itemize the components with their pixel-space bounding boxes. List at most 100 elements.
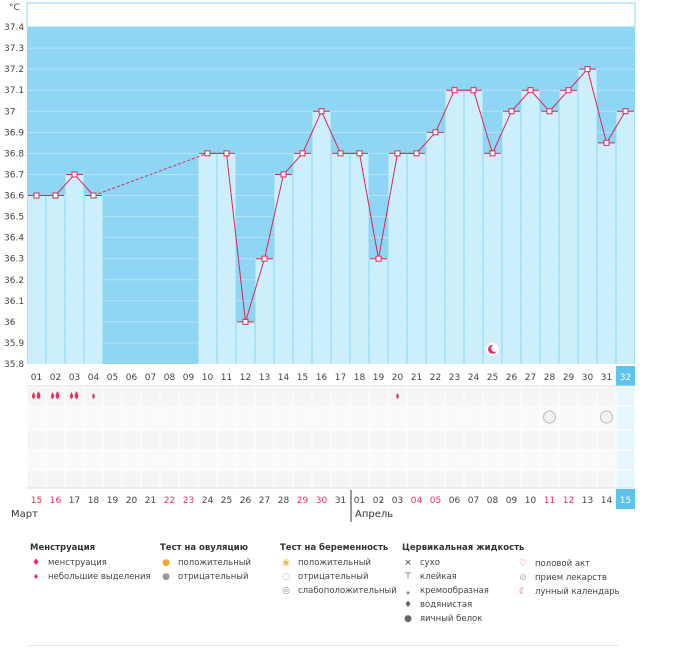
cycle-day-label: 08 <box>164 373 176 383</box>
marker-cell <box>463 469 484 489</box>
marker-cell <box>45 429 66 451</box>
marker-cell <box>463 449 484 471</box>
temperature-line-segment <box>568 68 588 91</box>
marker-cell <box>311 386 332 407</box>
date-label: 23 <box>183 496 194 506</box>
marker-cell <box>425 449 446 471</box>
date-label: 21 <box>145 496 156 506</box>
date-label: 28 <box>278 496 290 506</box>
marker-cell <box>235 386 256 407</box>
temperature-point <box>337 150 344 157</box>
marker-cell <box>539 386 560 407</box>
temperature-bar <box>46 195 65 364</box>
cycle-day-label: 03 <box>69 373 80 383</box>
cycle-day-label: 15 <box>297 373 308 383</box>
y-tick-label: 36.8 <box>4 149 24 159</box>
marker-cell <box>197 429 218 451</box>
y-tick-label: 36.5 <box>4 213 24 223</box>
temperature-bar <box>27 195 46 364</box>
date-label: 20 <box>126 496 138 506</box>
date-label: 01 <box>354 496 365 506</box>
marker-cell <box>178 386 199 407</box>
marker-cell <box>64 386 85 407</box>
marker-cell <box>26 469 47 489</box>
marker-cell <box>121 386 142 407</box>
temperature-point <box>33 192 40 199</box>
temperature-bar <box>84 195 103 364</box>
marker-cell <box>102 386 123 407</box>
marker-cell <box>311 405 332 431</box>
cycle-day-label: 19 <box>373 373 385 383</box>
marker-cell <box>64 449 85 471</box>
y-tick-label: 36.7 <box>4 170 24 180</box>
cycle-day-label: 18 <box>354 373 366 383</box>
marker-cell <box>64 469 85 489</box>
temperature-line-segment <box>302 111 322 154</box>
plot-area <box>26 2 636 364</box>
y-tick-label: 36.3 <box>4 255 24 265</box>
temperature-bar <box>65 174 84 364</box>
cycle-day-label: 25 <box>487 373 498 383</box>
temperature-bar <box>502 111 521 364</box>
cycle-day-label: 22 <box>430 373 441 383</box>
marker-cell <box>178 469 199 489</box>
legend-item: ♦ менструация <box>31 558 107 568</box>
drop-small-icon <box>396 393 399 399</box>
marker-cell <box>311 469 332 489</box>
marker-cell <box>216 429 237 451</box>
moon-icon: ☾ <box>518 587 528 597</box>
marker-cell <box>596 449 617 471</box>
marker-cell <box>121 429 142 451</box>
date-label: 19 <box>107 496 119 506</box>
marker-cell <box>254 386 275 407</box>
pregnancy-positive-icon: ◉ <box>282 558 290 568</box>
date-label: 25 <box>221 496 232 506</box>
temperature-point <box>603 139 610 146</box>
temperature-point <box>546 108 553 115</box>
marker-cell <box>520 429 541 451</box>
y-tick-label: 36.9 <box>4 128 24 138</box>
temperature-point <box>90 192 97 199</box>
marker-cell <box>140 429 161 451</box>
marker-cell <box>254 469 275 489</box>
temperature-bar <box>445 90 464 364</box>
cycle-day-label: 29 <box>563 373 575 383</box>
marker-cell <box>387 405 408 431</box>
cycle-day-label: 17 <box>335 373 346 383</box>
marker-cell <box>292 449 313 471</box>
drop-icon <box>51 392 54 399</box>
y-tick-label: 37.2 <box>4 65 24 75</box>
cycle-day-label: 01 <box>31 373 42 383</box>
date-label: 29 <box>297 496 309 506</box>
marker-cell <box>121 469 142 489</box>
marker-cell <box>102 429 123 451</box>
marker-cell <box>254 429 275 451</box>
marker-cell <box>273 386 294 407</box>
marker-cell <box>330 429 351 451</box>
drop-icon <box>74 391 79 399</box>
date-label: 11 <box>544 496 555 506</box>
temperature-line-segment <box>74 174 94 196</box>
temperature-bar <box>540 111 559 364</box>
temperature-line-segment <box>606 110 626 144</box>
marker-cell <box>197 386 218 407</box>
temperature-point <box>52 192 59 199</box>
date-label: 12 <box>563 496 574 506</box>
marker-cell <box>102 469 123 489</box>
marker-cell <box>615 405 636 431</box>
marker-cell <box>349 469 370 489</box>
y-tick-label: 37 <box>4 107 15 117</box>
date-label: 10 <box>525 496 537 506</box>
legend-title: Цервикальная жидкость <box>402 543 525 553</box>
legend-item: ◎ слабоположительный <box>280 584 397 598</box>
drop-small-icon <box>92 393 95 399</box>
marker-cell <box>64 405 85 431</box>
marker-cell <box>216 449 237 471</box>
marker-cell <box>197 405 218 431</box>
marker-cell <box>577 469 598 489</box>
temperature-bar <box>312 111 331 364</box>
marker-cell <box>235 405 256 431</box>
temperature-line-segment <box>264 174 284 259</box>
temperature-line-segment <box>435 89 455 133</box>
legend-item: ○ отрицательный <box>280 570 397 584</box>
